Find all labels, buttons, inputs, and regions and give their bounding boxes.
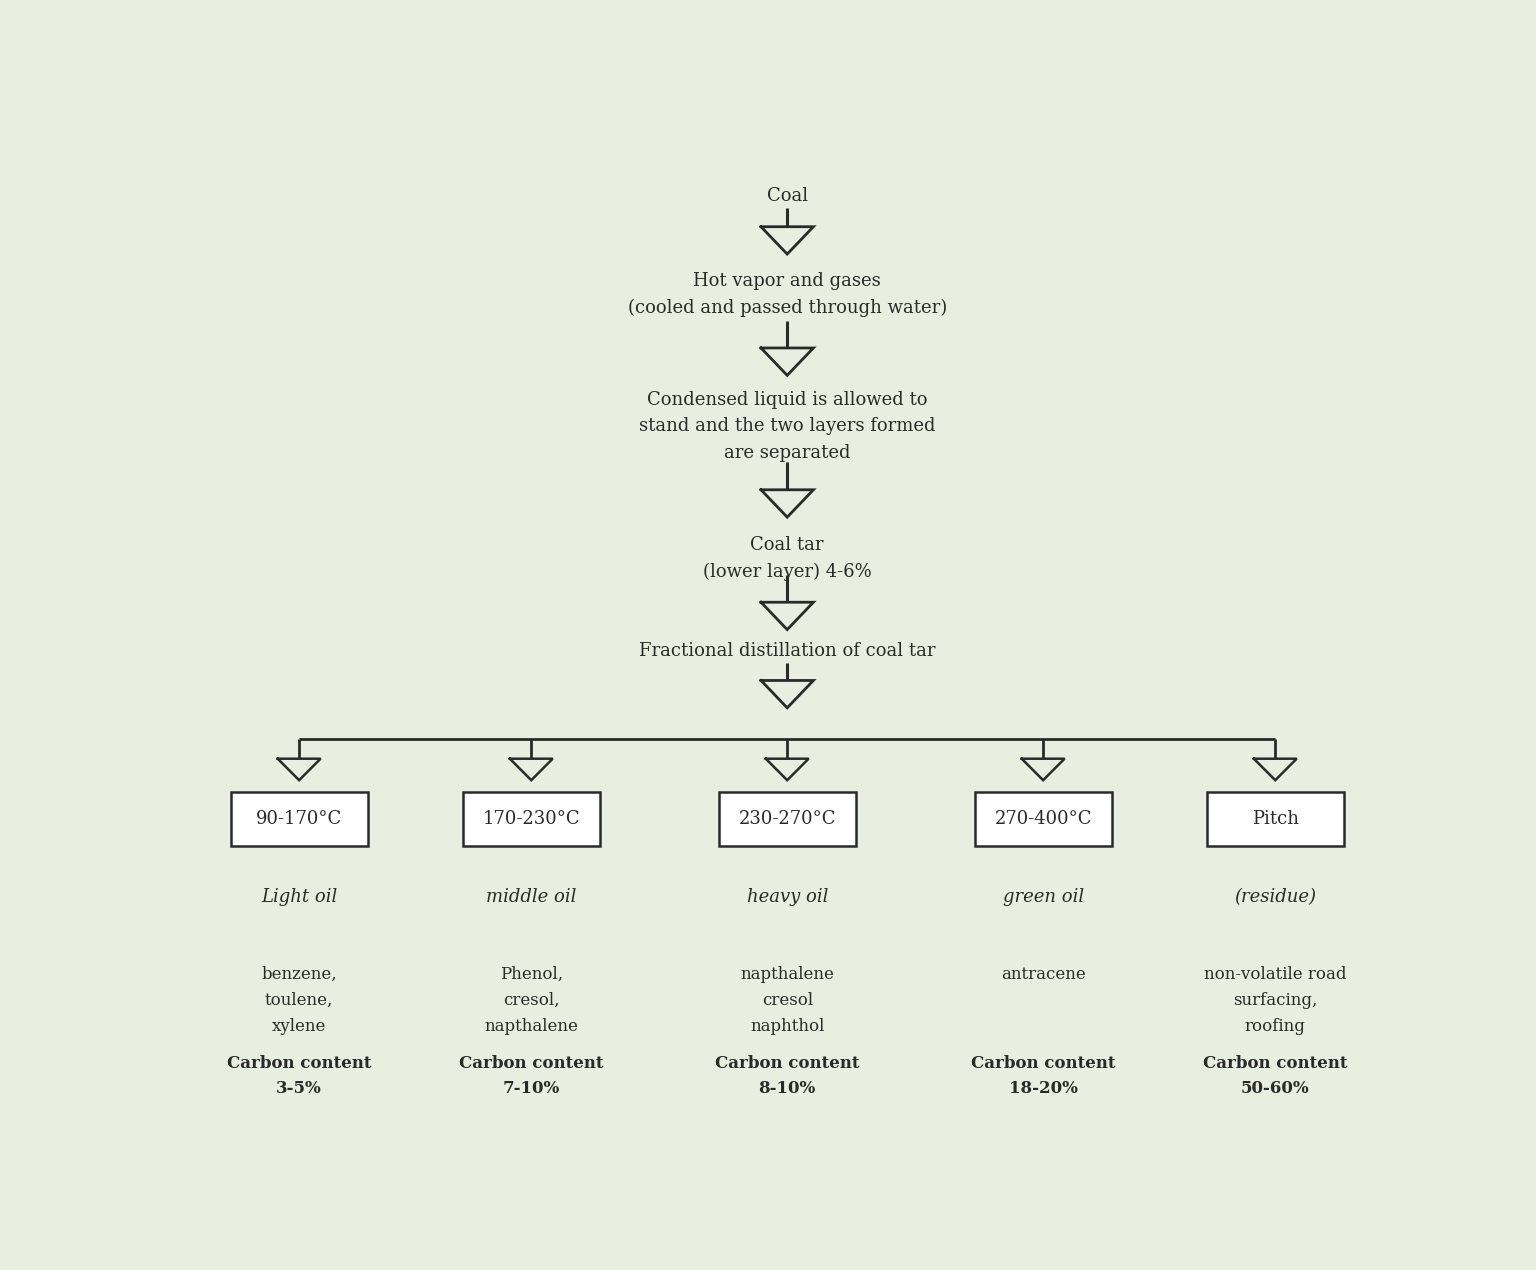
Text: non-volatile road
surfacing,
roofing: non-volatile road surfacing, roofing (1204, 966, 1347, 1035)
Text: Phenol,
cresol,
napthalene: Phenol, cresol, napthalene (484, 966, 578, 1035)
Text: Carbon content: Carbon content (459, 1055, 604, 1072)
Polygon shape (760, 490, 814, 517)
Polygon shape (1253, 758, 1296, 780)
Text: 170-230°C: 170-230°C (482, 810, 581, 828)
Text: Pitch: Pitch (1252, 810, 1299, 828)
Text: Hot vapor and gases
(cooled and passed through water): Hot vapor and gases (cooled and passed t… (628, 272, 946, 316)
Text: green oil: green oil (1003, 888, 1084, 906)
Text: heavy oil: heavy oil (746, 888, 828, 906)
Polygon shape (278, 758, 321, 780)
Text: Carbon content: Carbon content (1203, 1055, 1347, 1072)
Polygon shape (760, 602, 814, 630)
Text: Carbon content: Carbon content (227, 1055, 372, 1072)
Text: 18-20%: 18-20% (1009, 1080, 1078, 1097)
Text: napthalene
cresol
naphthol: napthalene cresol naphthol (740, 966, 834, 1035)
Polygon shape (760, 227, 814, 254)
Polygon shape (760, 348, 814, 376)
Text: 3-5%: 3-5% (276, 1080, 323, 1097)
Polygon shape (510, 758, 553, 780)
Text: Carbon content: Carbon content (971, 1055, 1115, 1072)
Bar (230, 792, 367, 846)
Text: Coal tar
(lower layer) 4-6%: Coal tar (lower layer) 4-6% (703, 536, 871, 580)
Text: Condensed liquid is allowed to
stand and the two layers formed
are separated: Condensed liquid is allowed to stand and… (639, 391, 935, 461)
Text: 50-60%: 50-60% (1241, 1080, 1310, 1097)
Text: Fractional distillation of coal tar: Fractional distillation of coal tar (639, 643, 935, 660)
Text: benzene,
toulene,
xylene: benzene, toulene, xylene (261, 966, 336, 1035)
Bar (719, 792, 856, 846)
Text: Light oil: Light oil (261, 888, 338, 906)
Text: Carbon content: Carbon content (714, 1055, 860, 1072)
Text: middle oil: middle oil (485, 888, 576, 906)
Text: 230-270°C: 230-270°C (739, 810, 836, 828)
Text: (residue): (residue) (1235, 888, 1316, 906)
Polygon shape (760, 681, 814, 707)
Polygon shape (1021, 758, 1064, 780)
Bar (1207, 792, 1344, 846)
Text: Coal: Coal (766, 188, 808, 206)
Text: antracene: antracene (1001, 966, 1086, 983)
Text: 90-170°C: 90-170°C (257, 810, 343, 828)
Bar (462, 792, 599, 846)
Polygon shape (766, 758, 808, 780)
Text: 270-400°C: 270-400°C (994, 810, 1092, 828)
Bar (975, 792, 1112, 846)
Text: 8-10%: 8-10% (759, 1080, 816, 1097)
Text: 7-10%: 7-10% (502, 1080, 561, 1097)
